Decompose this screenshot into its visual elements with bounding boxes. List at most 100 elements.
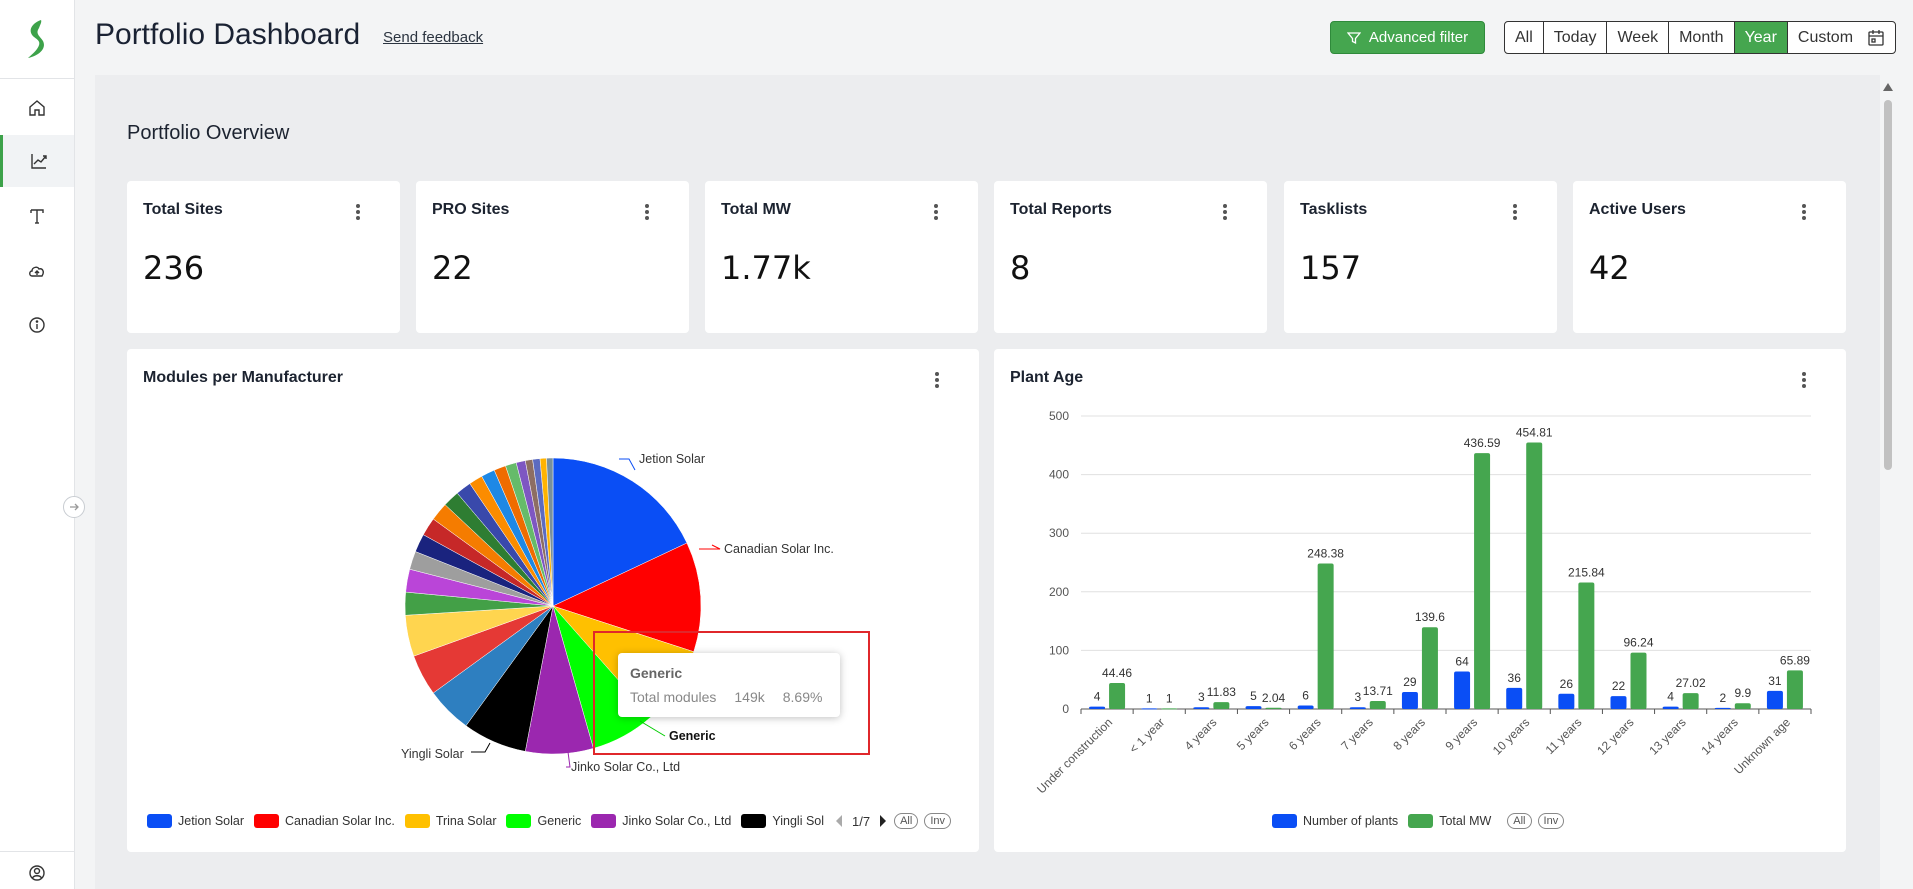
chevron-left-icon[interactable]	[834, 814, 844, 828]
legend-item[interactable]: Yingli Sol	[741, 814, 824, 828]
bar-plants[interactable]	[1245, 706, 1262, 709]
scrollbar-thumb[interactable]	[1884, 100, 1892, 470]
bar-mw[interactable]	[1369, 700, 1386, 709]
more-options-icon[interactable]	[933, 203, 939, 221]
bar-plants[interactable]	[1193, 707, 1210, 709]
sidebar-item-upload[interactable]	[0, 245, 74, 297]
more-options-icon[interactable]	[1222, 203, 1228, 221]
bar-plants[interactable]	[1349, 707, 1366, 709]
bar-plants[interactable]	[1714, 707, 1731, 709]
more-options-icon[interactable]	[1801, 371, 1807, 389]
legend-pager: 1/7	[834, 814, 888, 829]
bar-plants[interactable]	[1558, 693, 1575, 709]
x-tick-label: Unknown age	[1731, 715, 1793, 777]
range-custom-button[interactable]: Custom	[1788, 22, 1895, 53]
bar-plants[interactable]	[1610, 696, 1627, 709]
legend-label: Total MW	[1439, 814, 1492, 828]
bar-mw[interactable]	[1786, 670, 1803, 709]
legend-label: Canadian Solar Inc.	[285, 814, 395, 828]
bar-mw[interactable]	[1109, 682, 1126, 709]
data-label: 436.59	[1464, 436, 1501, 450]
sidebar-item-info[interactable]	[0, 299, 74, 351]
app-logo[interactable]	[22, 18, 52, 60]
legend-item[interactable]: Generic	[506, 814, 581, 828]
bar-plants[interactable]	[1766, 690, 1783, 709]
card-title: Plant Age	[1010, 369, 1084, 386]
bar-plants[interactable]	[1297, 705, 1314, 709]
send-feedback-link[interactable]: Send feedback	[383, 29, 484, 46]
more-options-icon[interactable]	[934, 371, 940, 389]
range-week-button[interactable]: Week	[1607, 22, 1670, 53]
more-options-icon[interactable]	[1512, 203, 1518, 221]
data-label: 139.6	[1415, 610, 1445, 624]
bar-mw[interactable]	[1526, 442, 1543, 709]
bar-plants[interactable]	[1089, 706, 1106, 709]
bar-plants[interactable]	[1506, 687, 1523, 709]
advanced-filter-button[interactable]: Advanced filter	[1330, 21, 1485, 54]
bar-plants[interactable]	[1141, 708, 1158, 710]
scroll-up-arrow[interactable]	[1883, 83, 1893, 91]
data-label: 4	[1667, 690, 1674, 704]
y-tick-label: 0	[1062, 702, 1069, 716]
legend-item[interactable]: Jetion Solar	[147, 814, 244, 828]
data-label: 64	[1455, 654, 1469, 668]
range-month-button[interactable]: Month	[1669, 22, 1735, 53]
legend-item[interactable]: Total MW	[1408, 814, 1491, 828]
chevron-right-icon[interactable]	[878, 814, 888, 828]
vertical-scrollbar[interactable]	[1879, 75, 1895, 889]
legend-inv-button[interactable]: Inv	[924, 813, 952, 829]
bar-plants[interactable]	[1401, 692, 1418, 709]
legend-swatch	[506, 814, 532, 828]
sidebar	[0, 0, 85, 889]
bar-mw[interactable]	[1421, 627, 1438, 709]
legend-label: Yingli Sol	[772, 814, 825, 828]
legend-all-button[interactable]: All	[894, 813, 919, 829]
bar-mw[interactable]	[1161, 708, 1178, 710]
more-options-icon[interactable]	[644, 203, 650, 221]
x-tick-label: 13 years	[1646, 715, 1688, 757]
leader-line	[639, 720, 666, 737]
sidebar-divider	[0, 851, 74, 852]
range-all-button[interactable]: All	[1505, 22, 1544, 53]
legend-label: Generic	[537, 814, 582, 828]
data-label: 1	[1146, 691, 1153, 705]
bar-mw[interactable]	[1474, 453, 1491, 709]
pie-tooltip: Generic Total modules 149k 8.69%	[618, 653, 840, 717]
legend-swatch	[1272, 814, 1297, 828]
sidebar-collapse-button[interactable]	[63, 496, 85, 518]
sidebar-item-home[interactable]	[0, 82, 74, 134]
bar-mw[interactable]	[1682, 693, 1699, 709]
home-icon	[29, 100, 45, 116]
bar-plants[interactable]	[1662, 706, 1679, 709]
info-icon	[29, 317, 45, 333]
sidebar-item-profile[interactable]	[0, 858, 74, 888]
kpi-value: 1.77k	[721, 249, 811, 287]
pie-slice[interactable]	[546, 457, 554, 607]
bar-mw[interactable]	[1213, 702, 1230, 709]
range-today-button[interactable]: Today	[1544, 22, 1608, 53]
range-year-button[interactable]: Year	[1734, 22, 1788, 53]
legend-all-button[interactable]: All	[1507, 813, 1532, 829]
data-label: 3	[1354, 690, 1361, 704]
bar-mw[interactable]	[1734, 703, 1751, 709]
legend-item[interactable]: Jinko Solar Co., Ltd	[591, 814, 731, 828]
bar-mw[interactable]	[1578, 582, 1595, 709]
bar-mw[interactable]	[1317, 563, 1334, 709]
legend-item[interactable]: Canadian Solar Inc.	[254, 814, 395, 828]
more-options-icon[interactable]	[355, 203, 361, 221]
sidebar-item-templates[interactable]	[0, 190, 74, 242]
bar-mw[interactable]	[1265, 707, 1282, 709]
bar-mw[interactable]	[1630, 652, 1647, 709]
legend-item[interactable]: Trina Solar	[404, 814, 496, 828]
legend-label: Jetion Solar	[178, 814, 245, 828]
card-title: Modules per Manufacturer	[143, 369, 344, 386]
more-options-icon[interactable]	[1801, 203, 1807, 221]
sidebar-item-dashboard[interactable]	[0, 135, 74, 187]
pie-slice[interactable]	[552, 457, 688, 607]
tooltip-value: 149k	[734, 689, 765, 705]
legend-item[interactable]: Number of plants	[1272, 814, 1398, 828]
bar-plants[interactable]	[1454, 671, 1471, 709]
legend-inv-button[interactable]: Inv	[1537, 813, 1565, 829]
pie-slice[interactable]	[552, 542, 702, 653]
